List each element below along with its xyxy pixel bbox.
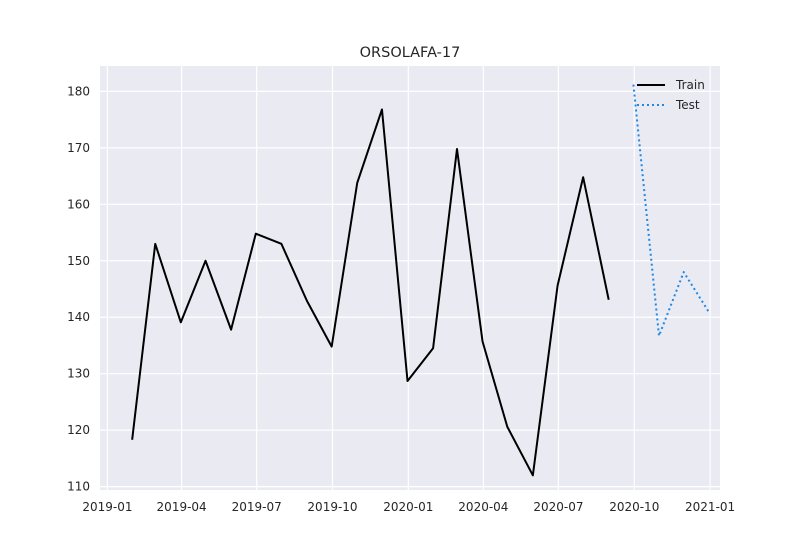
grid — [100, 66, 720, 490]
x-tick-label: 2020-10 — [609, 500, 659, 514]
plot-area — [100, 66, 720, 490]
x-tick-label: 2020-01 — [383, 500, 433, 514]
y-tick-label: 120 — [67, 423, 90, 437]
x-tick-label: 2020-04 — [458, 500, 508, 514]
legend: Train Test — [637, 78, 705, 112]
series-test-line — [632, 84, 711, 337]
y-tick-label: 170 — [67, 141, 90, 155]
x-tick-label: 2019-01 — [82, 500, 132, 514]
chart-title: ORSOLAFA-17 — [360, 45, 461, 61]
legend-test-label: Test — [675, 98, 700, 112]
x-tick-label: 2021-01 — [685, 500, 735, 514]
legend-train-label: Train — [675, 78, 705, 92]
x-tick-label: 2019-07 — [232, 500, 282, 514]
y-tick-label: 160 — [67, 197, 90, 211]
y-tick-label: 150 — [67, 254, 90, 268]
y-tick-label: 180 — [67, 84, 90, 98]
series-layer — [131, 84, 711, 477]
x-tick-label: 2020-07 — [533, 500, 583, 514]
y-tick-label: 140 — [67, 310, 90, 324]
series-train-line — [131, 108, 610, 477]
y-tick-label: 110 — [67, 480, 90, 494]
x-tick-label: 2019-04 — [157, 500, 207, 514]
y-tick-label: 130 — [67, 367, 90, 381]
axis-ticks: 2019-01 2019-04 2019-07 2019-10 2020-01 2020-… — [67, 84, 735, 514]
x-tick-label: 2019-10 — [307, 500, 357, 514]
